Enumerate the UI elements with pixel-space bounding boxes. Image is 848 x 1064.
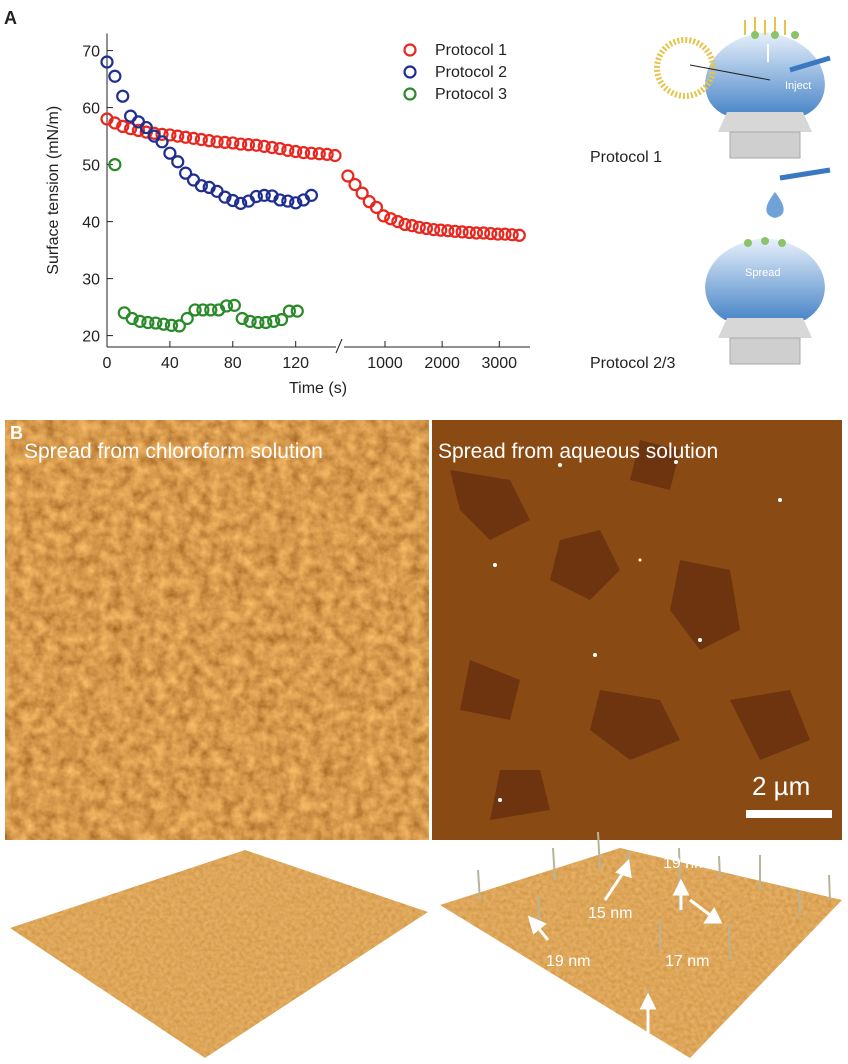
legend-marker — [405, 67, 416, 78]
point — [117, 91, 128, 102]
scale-bar — [746, 810, 832, 818]
panel-label: A — [4, 8, 17, 28]
point — [378, 210, 389, 221]
y-tick-label: 50 — [82, 158, 100, 175]
axis-break — [336, 339, 342, 353]
legend-label: Protocol 1 — [435, 42, 507, 59]
y-tick-label: 20 — [82, 329, 100, 346]
legend-label: Protocol 3 — [435, 86, 507, 103]
y-axis-label: Surface tension (mN/m) — [45, 106, 62, 275]
y-tick-label: 30 — [82, 272, 100, 289]
x-tick-label: 1000 — [367, 355, 403, 372]
point — [109, 71, 120, 82]
protocol-label: Protocol 2/3 — [590, 355, 675, 372]
point — [514, 230, 525, 241]
figure: A 20 30 40 50 60 70 0 40 80 120 1000 2000 3000 Time (… — [0, 0, 848, 1064]
surface-3d — [10, 850, 428, 1058]
protocol-label: Protocol 1 — [590, 149, 662, 166]
point — [385, 213, 396, 224]
panel-label: B — [10, 423, 23, 443]
spread-label: Spread — [745, 267, 780, 279]
x-axis-label: Time (s) — [289, 380, 347, 397]
schematic-2: Spread Protocol 2/3 — [590, 170, 830, 372]
y-tick-label: 70 — [82, 44, 100, 61]
x-tick-label: 3000 — [481, 355, 517, 372]
x-tick-label: 80 — [224, 355, 242, 372]
point — [292, 306, 303, 317]
scale-bar-label: 2 µm — [752, 771, 810, 801]
x-tick-label: 0 — [103, 355, 112, 372]
x-tick-label: 120 — [282, 355, 309, 372]
y-tick-label: 60 — [82, 101, 100, 118]
annotation: 19 nm — [663, 855, 707, 872]
point — [330, 150, 341, 161]
legend-label: Protocol 2 — [435, 64, 507, 81]
point — [229, 300, 240, 311]
annotation: 20 nm — [620, 1039, 664, 1056]
x-tick-label: 40 — [161, 355, 179, 372]
point — [392, 216, 403, 227]
plot: 20 30 40 50 60 70 0 40 80 120 1000 2000 3000 Time (s)… — [45, 34, 530, 398]
afm-image — [5, 420, 429, 840]
annotation: 19 nm — [546, 953, 590, 970]
image-title: Spread from chloroform solution — [24, 440, 323, 463]
inject-label: Inject — [785, 80, 811, 92]
point — [172, 156, 183, 167]
legend-marker — [405, 89, 416, 100]
schematic-1: Inject Protocol 1 — [590, 17, 830, 166]
annotation: 15 nm — [588, 905, 632, 922]
legend-marker — [405, 45, 416, 56]
page: {"chart_data": {"type": "scatter", "x_la… — [0, 0, 848, 1064]
image-title: Spread from aqueous solution — [438, 440, 718, 463]
point — [157, 136, 168, 147]
surface-3d — [440, 848, 842, 1058]
annotation: 17 nm — [665, 953, 709, 970]
y-tick-label: 40 — [82, 215, 100, 232]
x-tick-label: 2000 — [424, 355, 460, 372]
